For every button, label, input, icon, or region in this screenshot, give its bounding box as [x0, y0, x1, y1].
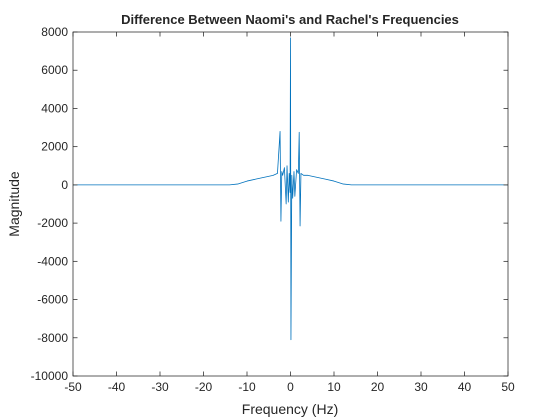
y-tick-label: -4000 [37, 254, 68, 268]
y-tick-label: 4000 [41, 101, 68, 115]
x-tick-label: 0 [287, 380, 294, 394]
x-axis-label: Frequency (Hz) [242, 401, 338, 417]
y-tick-label: -8000 [37, 331, 68, 345]
y-axis-ticks: -10000 -8000 -6000 -4000 -2000 0 2000 4000 6000 8… [31, 25, 508, 383]
x-axis-ticks: -50 -40 -30 -20 -10 0 10 20 30 40 50 [64, 32, 515, 394]
series-line-0 [73, 37, 508, 341]
y-tick-label: -2000 [37, 216, 68, 230]
y-tick-label: -6000 [37, 293, 68, 307]
x-tick-label: 50 [501, 380, 515, 394]
y-tick-label: 2000 [41, 140, 68, 154]
chart-title: Difference Between Naomi's and Rachel's … [121, 12, 459, 27]
y-tick-label: -10000 [31, 369, 69, 383]
x-tick-label: -10 [238, 380, 256, 394]
x-tick-label: 40 [458, 380, 472, 394]
series-line-group [73, 37, 508, 341]
x-tick-label: -40 [108, 380, 126, 394]
y-tick-label: 0 [61, 178, 68, 192]
x-tick-label: -20 [195, 380, 213, 394]
x-tick-label: 30 [414, 380, 428, 394]
y-axis-label: Magnitude [6, 171, 22, 237]
y-tick-label: 8000 [41, 25, 68, 39]
x-tick-label: 10 [327, 380, 341, 394]
x-tick-label: -30 [151, 380, 169, 394]
x-tick-label: -50 [64, 380, 82, 394]
x-tick-label: 20 [371, 380, 385, 394]
y-tick-label: 6000 [41, 63, 68, 77]
